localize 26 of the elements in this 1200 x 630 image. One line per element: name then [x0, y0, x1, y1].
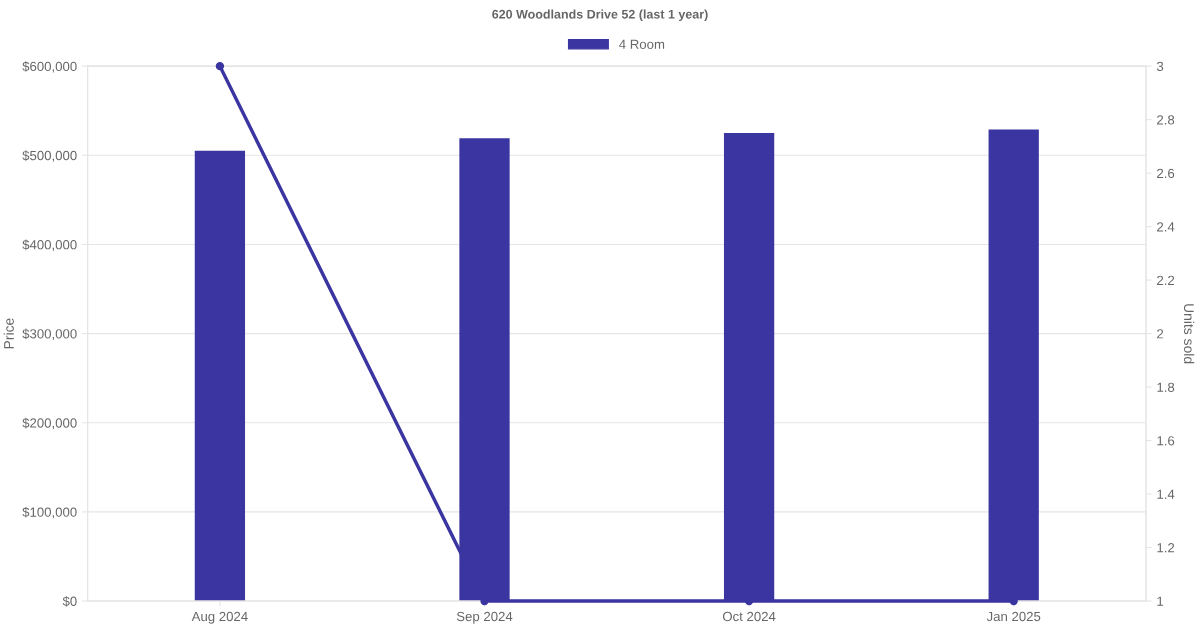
y2-tick-label: 2.8 — [1157, 115, 1175, 125]
x-tick-label: Sep 2024 — [456, 611, 513, 624]
y-tick-label: $0 — [62, 596, 77, 607]
y-tick-label: $400,000 — [22, 239, 77, 251]
y-tick-label: $200,000 — [22, 417, 77, 430]
y2-tick-label: 1 — [1157, 596, 1164, 606]
y-axis-title: Price — [3, 318, 14, 349]
y2-tick-label: 2.2 — [1157, 275, 1175, 285]
y2-axis-title: Units sold — [1184, 304, 1195, 364]
y-tick-label: $300,000 — [22, 328, 77, 341]
legend-label: 4 Room — [619, 39, 665, 49]
y-tick-label: $100,000 — [22, 506, 77, 519]
y-tick-label: $500,000 — [22, 150, 77, 162]
chart-title: 620 Woodlands Drive 52 (last 1 year) — [492, 9, 708, 22]
y2-tick-label: 2 — [1157, 329, 1164, 339]
y2-tick-label: 2.4 — [1157, 222, 1175, 232]
y2-tick-label: 1.8 — [1157, 382, 1175, 392]
x-tick-label: Jan 2025 — [986, 611, 1041, 622]
y-tick-label: $600,000 — [22, 61, 77, 73]
y2-tick-label: 2.6 — [1157, 168, 1175, 179]
y2-tick-label: 1.4 — [1157, 489, 1175, 499]
y2-tick-label: 3 — [1156, 61, 1164, 72]
x-tick-label: Oct 2024 — [722, 611, 776, 622]
y2-tick-label: 1.2 — [1157, 543, 1175, 553]
x-tick-label: Aug 2024 — [191, 611, 248, 624]
y2-tick-label: 1.6 — [1157, 436, 1175, 446]
